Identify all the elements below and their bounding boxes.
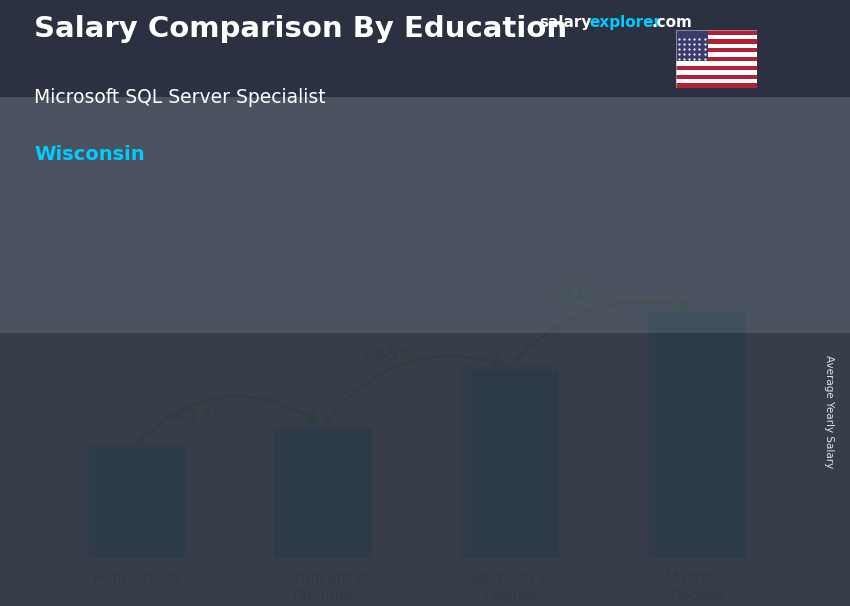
Text: +45%: +45% [360,345,417,364]
Bar [676,70,756,75]
Bar [462,370,558,558]
Bar [275,429,371,558]
Text: 162,000 USD: 162,000 USD [691,293,778,306]
Bar [462,370,471,558]
Text: Average Yearly Salary: Average Yearly Salary [824,356,834,468]
Text: salary: salary [540,15,592,30]
Text: 85,000 USD: 85,000 USD [212,410,292,423]
Text: Wisconsin: Wisconsin [34,145,144,164]
Bar [88,447,97,558]
Text: +31%: +31% [547,285,604,303]
Bar [676,48,756,53]
Text: +17%: +17% [173,408,230,425]
Bar [676,75,756,79]
Text: explorer: explorer [589,15,661,30]
Bar [0,333,850,606]
Bar [676,44,756,48]
Bar [275,425,371,429]
Bar [88,444,184,447]
Bar [0,0,850,333]
Bar [649,306,745,312]
Bar [676,35,756,39]
Bar [676,30,708,61]
Bar [676,53,756,57]
Text: 124,000 USD: 124,000 USD [395,351,483,364]
Bar [88,447,184,558]
Bar [676,65,756,70]
Bar [676,57,756,61]
Bar [649,312,658,558]
Bar [462,365,558,370]
Text: 72,900 USD: 72,900 USD [26,428,105,441]
Bar [676,79,756,84]
Bar [676,39,756,44]
Text: Salary Comparison By Education: Salary Comparison By Education [34,15,567,43]
Bar [649,312,745,558]
Text: Microsoft SQL Server Specialist: Microsoft SQL Server Specialist [34,88,326,107]
Bar [676,30,756,35]
Bar [676,84,756,88]
Bar [275,429,284,558]
Text: .com: .com [651,15,692,30]
Bar [676,61,756,65]
